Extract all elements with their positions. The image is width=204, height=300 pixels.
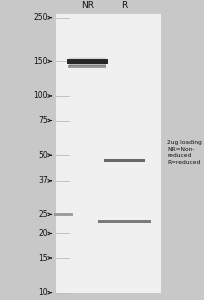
Text: 75: 75 — [38, 116, 48, 125]
Bar — [68, 57, 105, 67]
Text: 10: 10 — [38, 288, 48, 297]
Text: 37: 37 — [38, 176, 48, 185]
Bar — [68, 60, 105, 66]
Bar — [68, 65, 105, 68]
Text: 2ug loading
NR=Non-
reduced
R=reduced: 2ug loading NR=Non- reduced R=reduced — [166, 140, 201, 165]
Text: 100: 100 — [33, 92, 48, 100]
Text: 250: 250 — [33, 13, 48, 22]
Text: 20: 20 — [38, 229, 48, 238]
Text: NR: NR — [80, 1, 93, 10]
Text: R: R — [121, 1, 127, 10]
Bar — [54, 213, 73, 216]
Bar — [98, 220, 150, 223]
Bar — [55, 13, 161, 292]
Text: 25: 25 — [38, 210, 48, 219]
Bar — [66, 59, 107, 64]
Text: 50: 50 — [38, 151, 48, 160]
Bar — [103, 159, 144, 162]
Text: 15: 15 — [38, 254, 48, 262]
Text: 150: 150 — [33, 57, 48, 66]
Bar — [68, 58, 105, 66]
